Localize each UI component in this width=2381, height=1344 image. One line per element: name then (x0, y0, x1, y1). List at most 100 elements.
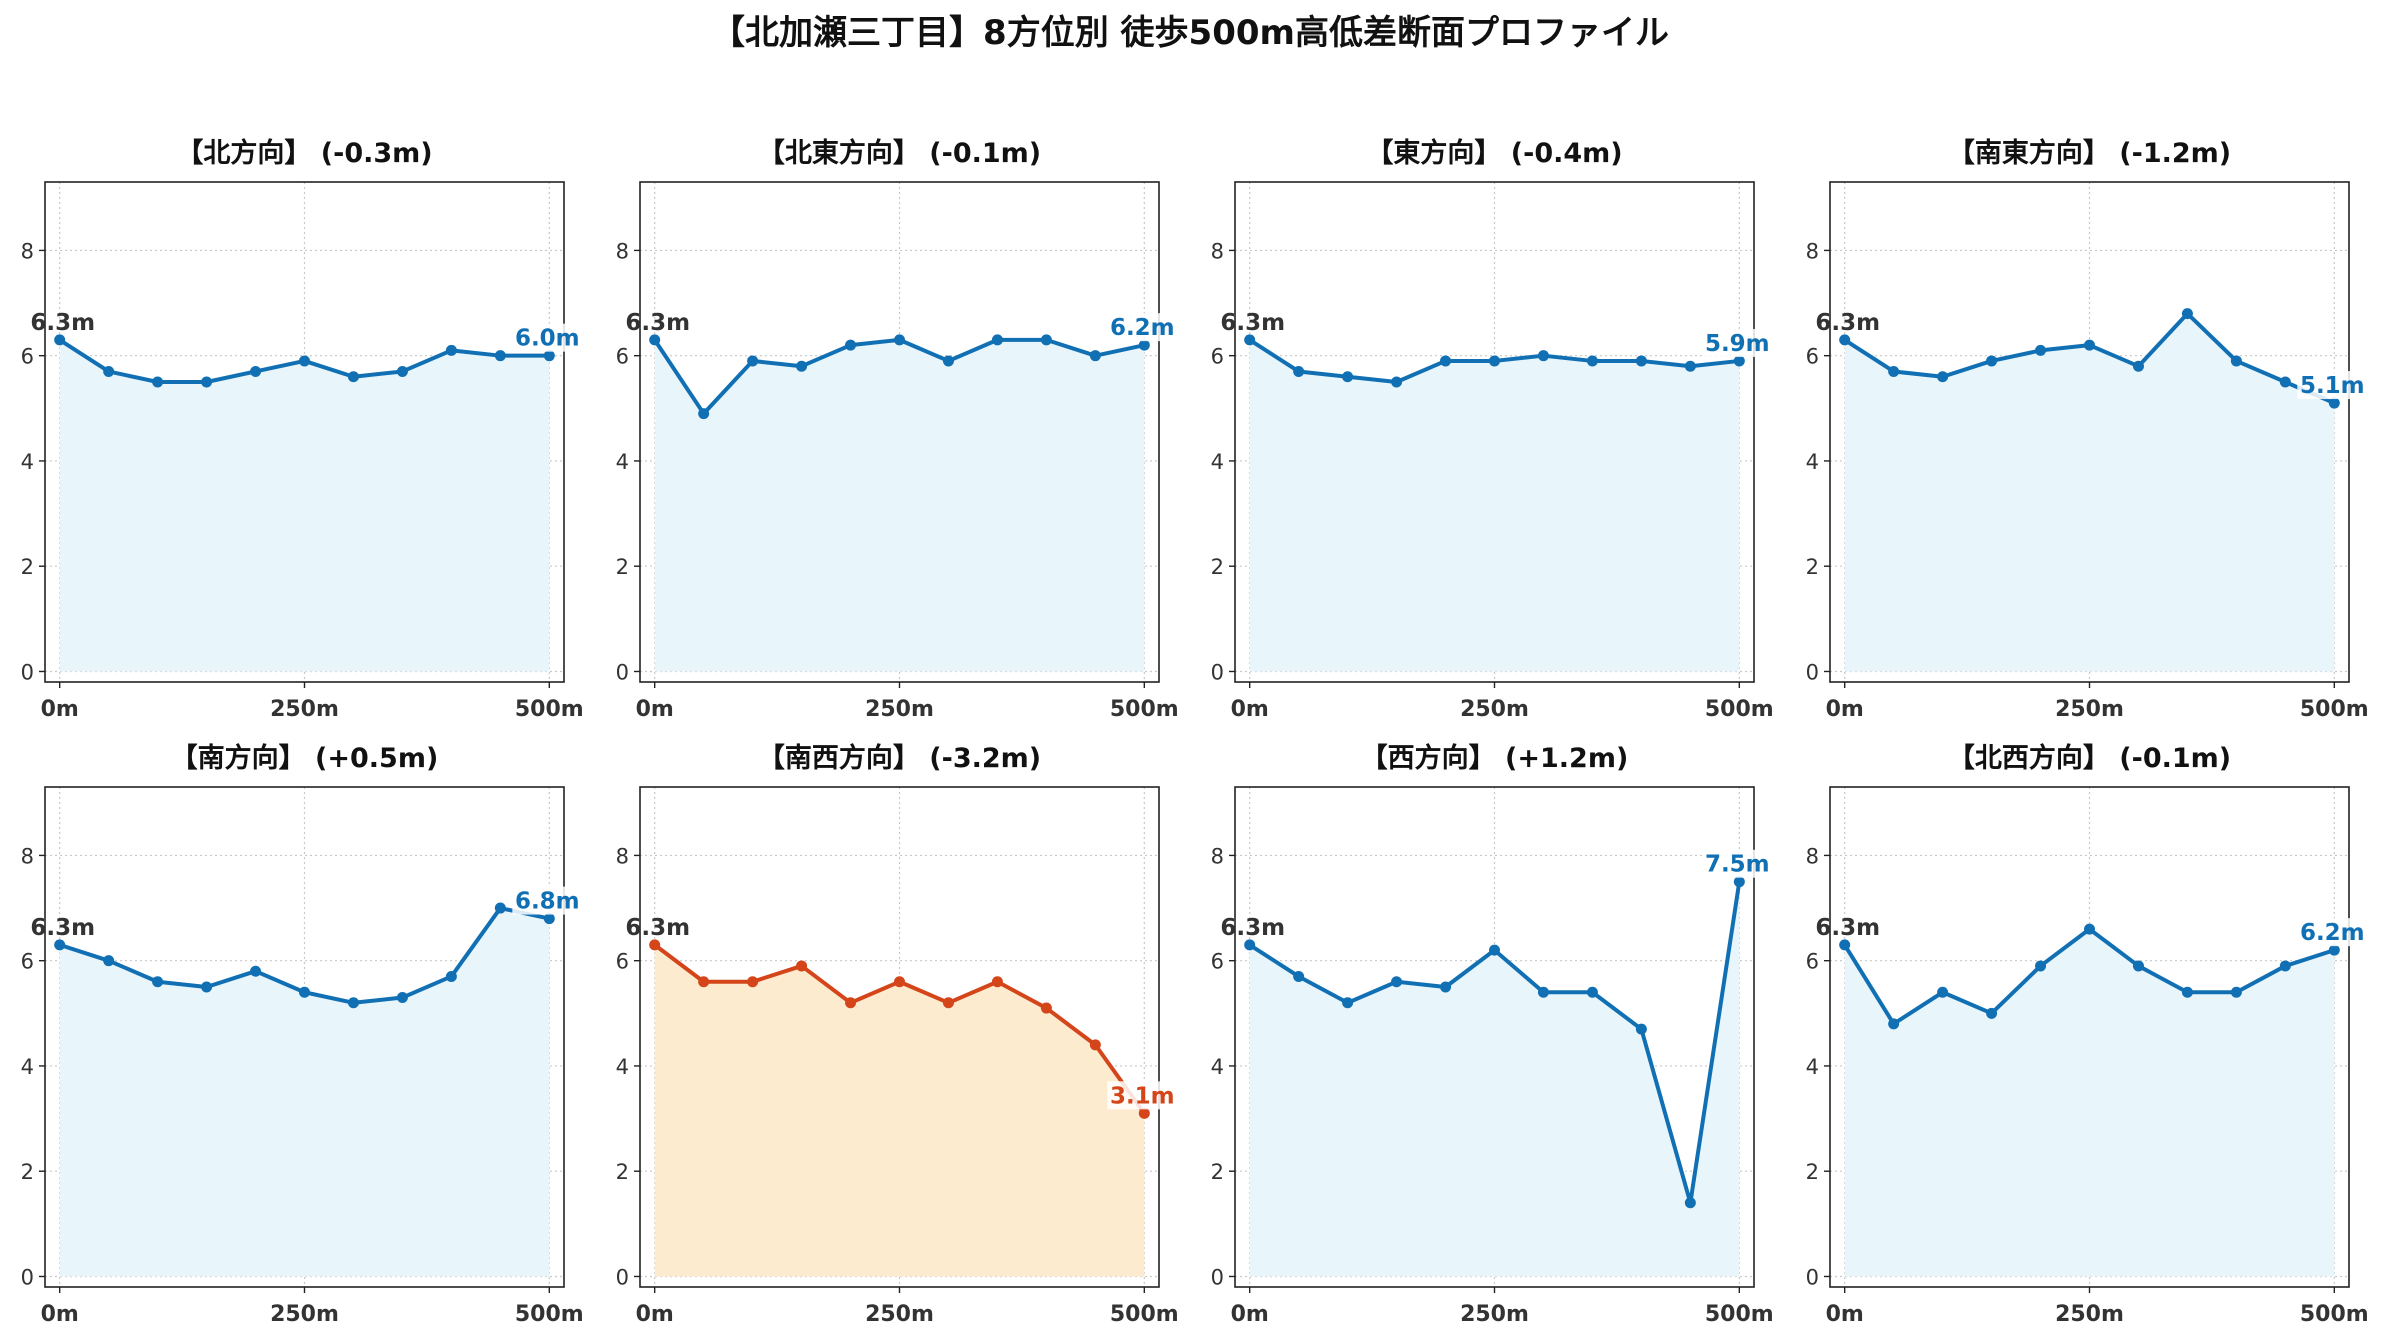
y-tick-label: 8 (21, 844, 34, 868)
x-tick-label: 250m (1460, 697, 1529, 722)
data-point (1440, 355, 1452, 367)
x-tick-label: 0m (1826, 697, 1864, 722)
x-tick-label: 0m (41, 697, 79, 722)
data-point (2279, 376, 2291, 388)
y-tick-label: 8 (1806, 844, 1819, 868)
x-tick-label: 500m (1110, 697, 1179, 722)
data-point (1244, 939, 1256, 951)
y-tick-label: 6 (21, 345, 34, 369)
y-tick-label: 0 (1211, 660, 1224, 684)
data-point (1040, 1002, 1052, 1014)
y-tick-label: 6 (1211, 950, 1224, 974)
data-point (1489, 355, 1500, 367)
x-tick-label: 250m (2055, 697, 2124, 722)
data-point (1244, 334, 1256, 346)
x-tick-label: 0m (1826, 1302, 1864, 1327)
data-point (2279, 960, 2291, 972)
y-tick-label: 4 (1211, 450, 1224, 474)
data-point (845, 997, 857, 1009)
data-point (396, 992, 408, 1004)
data-point (2230, 355, 2242, 367)
data-point (1138, 339, 1150, 351)
data-point (250, 365, 262, 377)
data-point (1089, 350, 1101, 362)
start-elevation-label: 6.3m (1220, 310, 1285, 336)
x-tick-label: 500m (1705, 1302, 1774, 1327)
end-label-box (1107, 1081, 1178, 1110)
x-tick-label: 500m (515, 1302, 584, 1327)
data-point (1888, 1018, 1900, 1030)
data-point (649, 939, 661, 951)
data-point (152, 376, 164, 388)
data-point (1888, 365, 1900, 377)
x-tick-label: 250m (270, 697, 339, 722)
data-point (1391, 976, 1403, 988)
end-label-box (1107, 313, 1178, 342)
data-point (1586, 986, 1598, 998)
x-tick-label: 250m (1460, 1302, 1529, 1327)
data-point (1839, 939, 1851, 951)
end-elevation-label: 6.2m (1110, 315, 1175, 341)
end-label-box (1702, 328, 1773, 357)
subplot-title: 【北東方向】 (-0.1m) (758, 137, 1041, 169)
data-point (894, 976, 905, 988)
subplot-3: 【東方向】 (-0.4m) 0 2 4 6 8 0m 250m 500m 6.3m 5.9m (1211, 137, 1774, 722)
y-tick-label: 4 (616, 1055, 629, 1079)
data-point (1342, 371, 1354, 383)
area-fill (1249, 339, 1740, 672)
data-point (494, 902, 506, 914)
data-point (445, 344, 457, 356)
y-tick-label: 4 (1211, 1055, 1224, 1079)
area-fill (1844, 313, 2335, 672)
data-point (2328, 944, 2340, 956)
data-point (894, 334, 905, 346)
start-elevation-label: 6.3m (1220, 915, 1285, 941)
x-tick-label: 500m (1110, 1302, 1179, 1327)
data-point (1138, 1107, 1150, 1119)
y-tick-label: 4 (1806, 450, 1819, 474)
end-elevation-label: 6.2m (2300, 920, 2365, 946)
subplot-title: 【東方向】 (-0.4m) (1366, 137, 1622, 169)
y-tick-label: 2 (21, 555, 34, 579)
end-label-box (512, 886, 583, 915)
data-point (2084, 923, 2095, 935)
subplot-6: 【南西方向】 (-3.2m) 0 2 4 6 8 0m 250m 500m 6.3m 3.1m (616, 742, 1179, 1327)
subplot-title: 【南西方向】 (-3.2m) (758, 742, 1041, 774)
y-tick-label: 6 (21, 950, 34, 974)
data-point (1537, 350, 1549, 362)
data-point (698, 976, 710, 988)
x-tick-label: 0m (1231, 697, 1269, 722)
data-point (1391, 376, 1403, 388)
data-point (1635, 1023, 1647, 1035)
x-tick-label: 500m (1705, 697, 1774, 722)
data-point (1986, 355, 1998, 367)
data-point (991, 976, 1003, 988)
y-tick-label: 6 (616, 950, 629, 974)
data-point (1586, 355, 1598, 367)
subplot-2: 【北東方向】 (-0.1m) 0 2 4 6 8 0m 250m 500m 6.3m 6.2m (616, 137, 1179, 722)
data-point (1537, 986, 1549, 998)
data-point (2084, 339, 2095, 351)
x-tick-label: 250m (2055, 1302, 2124, 1327)
data-point (347, 371, 359, 383)
data-point (2181, 308, 2193, 320)
y-tick-label: 2 (1211, 1160, 1224, 1184)
subplot-title: 【南東方向】 (-1.2m) (1948, 137, 2231, 169)
subplot-5: 【南方向】 (+0.5m) 0 2 4 6 8 0m 250m 500m 6.3m 6.8m (21, 742, 584, 1327)
data-point (1839, 334, 1851, 346)
data-point (1986, 1007, 1998, 1019)
y-tick-label: 8 (1806, 239, 1819, 263)
y-tick-label: 8 (1211, 844, 1224, 868)
area-fill (654, 944, 1145, 1277)
data-point (845, 339, 857, 351)
x-tick-label: 500m (515, 697, 584, 722)
end-elevation-label: 3.1m (1110, 1083, 1175, 1109)
subplot-title: 【北方向】 (-0.3m) (176, 137, 432, 169)
area-fill (59, 908, 550, 1277)
y-tick-label: 0 (616, 1265, 629, 1289)
area-fill (59, 339, 550, 672)
data-point (796, 960, 808, 972)
y-tick-label: 2 (21, 1160, 34, 1184)
data-point (1440, 981, 1452, 993)
